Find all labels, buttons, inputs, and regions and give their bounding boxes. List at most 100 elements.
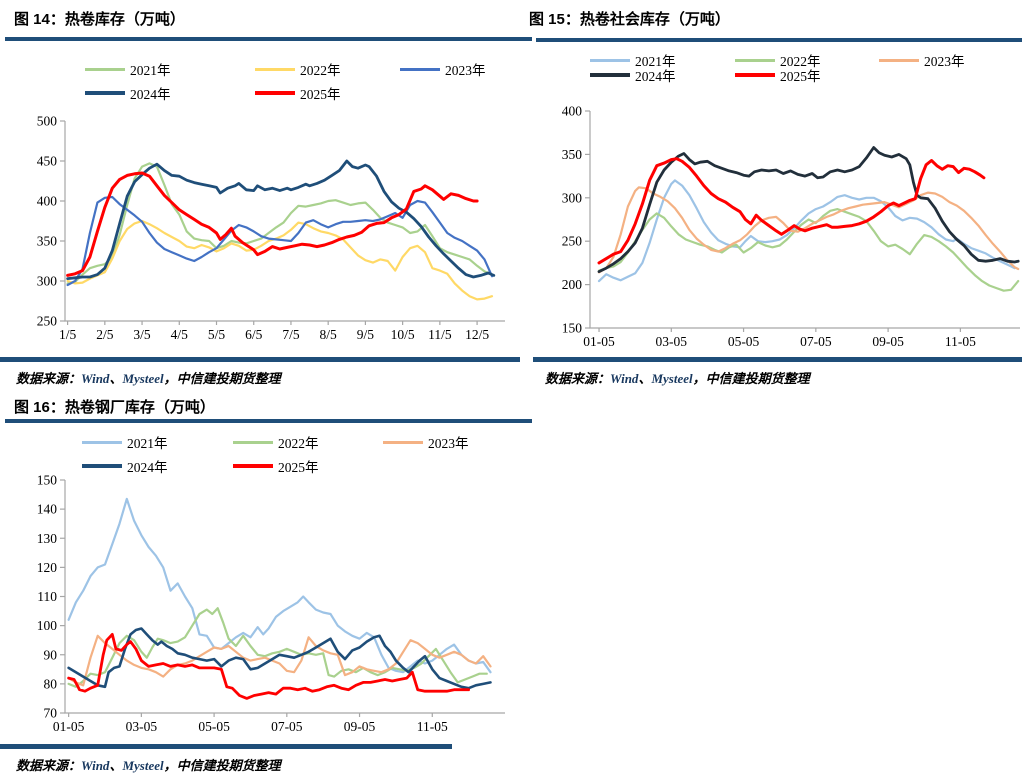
x-tick-label: 5/5	[208, 327, 226, 342]
figure-14-title-underline	[5, 37, 532, 41]
source-label: 数据来源：	[16, 371, 82, 386]
x-tick-label: 11-05	[417, 719, 448, 734]
source-suffix: ，中信建投期货整理	[692, 371, 810, 386]
legend-swatch	[85, 91, 125, 95]
legend-item-2024年: 2024年	[82, 458, 168, 475]
y-tick-label: 120	[37, 560, 58, 575]
source-separator: 、	[638, 371, 652, 386]
legend-item-2024年: 2024年	[85, 85, 171, 102]
x-tick-label: 09-05	[344, 719, 376, 734]
figure-16-bottom-rule	[0, 744, 452, 749]
series-line-2023年	[597, 186, 1020, 274]
legend-swatch	[590, 58, 630, 62]
figure-15-title: 图 15：热卷社会库存（万吨）	[529, 11, 730, 28]
y-tick-label: 200	[562, 277, 583, 292]
y-tick-label: 90	[44, 647, 58, 662]
legend-swatch	[82, 440, 122, 444]
figure-14-title: 图 14：热卷库存（万吨）	[14, 11, 185, 28]
x-tick-label: 12/5	[465, 327, 489, 342]
series-line-2025年	[597, 157, 986, 265]
legend-label: 2024年	[127, 460, 168, 475]
y-tick-label: 150	[37, 473, 58, 488]
x-tick-label: 01-05	[53, 719, 85, 734]
legend-label: 2021年	[635, 54, 676, 69]
x-tick-label: 8/5	[320, 327, 338, 342]
y-tick-label: 350	[562, 147, 583, 162]
legend-item-2025年: 2025年	[255, 85, 341, 102]
series-line-2024年	[597, 146, 1020, 274]
figure-14-source: 数据来源：Wind、Mysteel，中信建投期货整理	[16, 368, 281, 387]
x-tick-label: 10/5	[391, 327, 415, 342]
legend-label: 2022年	[780, 54, 821, 69]
legend-swatch	[82, 464, 122, 468]
series-line-2021年	[66, 162, 494, 285]
figure-16-source: 数据来源：Wind、Mysteel，中信建投期货整理	[16, 755, 281, 774]
source-suffix: ，中信建投期货整理	[163, 758, 281, 773]
figure-15-title-underline	[536, 38, 1022, 42]
source-separator: 、	[109, 758, 123, 773]
y-tick-label: 400	[562, 104, 583, 119]
legend-label: 2023年	[924, 54, 965, 69]
legend-swatch	[85, 67, 125, 71]
figure-16-title: 图 16：热卷钢厂库存（万吨）	[14, 399, 215, 416]
legend-label: 2024年	[635, 69, 676, 84]
x-tick-label: 03-05	[126, 719, 158, 734]
legend-item-2023年: 2023年	[383, 434, 469, 451]
legend-item-2023年: 2023年	[400, 61, 486, 78]
x-tick-label: 09-05	[872, 334, 904, 349]
legend-label: 2022年	[300, 63, 341, 78]
source-wind: Wind	[610, 371, 639, 386]
source-mysteel: Mysteel	[122, 371, 164, 386]
legend-label: 2021年	[127, 436, 168, 451]
figure-15-bottom-rule	[533, 357, 1022, 362]
legend-swatch	[233, 464, 273, 468]
legend-item-2025年: 2025年	[233, 458, 319, 475]
y-tick-label: 100	[37, 618, 58, 633]
source-separator: 、	[109, 371, 123, 386]
legend-item-2021年: 2021年	[85, 61, 171, 78]
legend-swatch	[735, 73, 775, 77]
x-tick-label: 07-05	[800, 334, 832, 349]
x-tick-label: 01-05	[583, 334, 615, 349]
y-tick-label: 450	[37, 154, 58, 169]
x-tick-label: 03-05	[656, 334, 688, 349]
series-line-2022年	[66, 219, 494, 301]
legend-item-2022年: 2022年	[233, 434, 319, 451]
source-label: 数据来源：	[16, 758, 82, 773]
y-tick-label: 300	[562, 190, 583, 205]
figure-14-bottom-rule	[0, 357, 520, 362]
legend-label: 2025年	[278, 460, 319, 475]
x-tick-label: 05-05	[198, 719, 230, 734]
legend-item-2024年: 2024年	[590, 67, 676, 84]
legend-label: 2025年	[780, 69, 821, 84]
y-tick-label: 110	[37, 589, 57, 604]
y-tick-label: 70	[44, 706, 58, 721]
legend-label: 2023年	[428, 436, 469, 451]
x-tick-label: 6/5	[245, 327, 263, 342]
legend-label: 2025年	[300, 87, 341, 102]
legend-label: 2022年	[278, 436, 319, 451]
y-tick-label: 80	[44, 676, 58, 691]
series-line-2025年	[67, 632, 471, 700]
series-line-2023年	[67, 634, 492, 687]
figure-15-source: 数据来源：Wind、Mysteel，中信建投期货整理	[545, 368, 810, 387]
y-tick-label: 140	[37, 502, 58, 517]
y-tick-label: 350	[37, 234, 58, 249]
legend-swatch	[590, 73, 630, 77]
legend-label: 2023年	[445, 63, 486, 78]
y-tick-label: 250	[37, 314, 58, 329]
series-line-2025年	[66, 171, 479, 277]
legend-item-2022年: 2022年	[735, 52, 821, 69]
x-tick-label: 07-05	[271, 719, 303, 734]
legend-label: 2021年	[130, 63, 171, 78]
legend-item-2023年: 2023年	[879, 52, 965, 69]
y-tick-label: 500	[37, 114, 58, 129]
x-tick-label: 1/5	[59, 327, 77, 342]
figure-16-title-underline	[5, 419, 532, 423]
legend-swatch	[735, 58, 775, 62]
axis-lines	[589, 111, 1020, 329]
y-tick-label: 250	[562, 234, 583, 249]
x-tick-label: 11/5	[428, 327, 452, 342]
series-line-2021年	[67, 497, 492, 674]
source-wind: Wind	[81, 758, 110, 773]
